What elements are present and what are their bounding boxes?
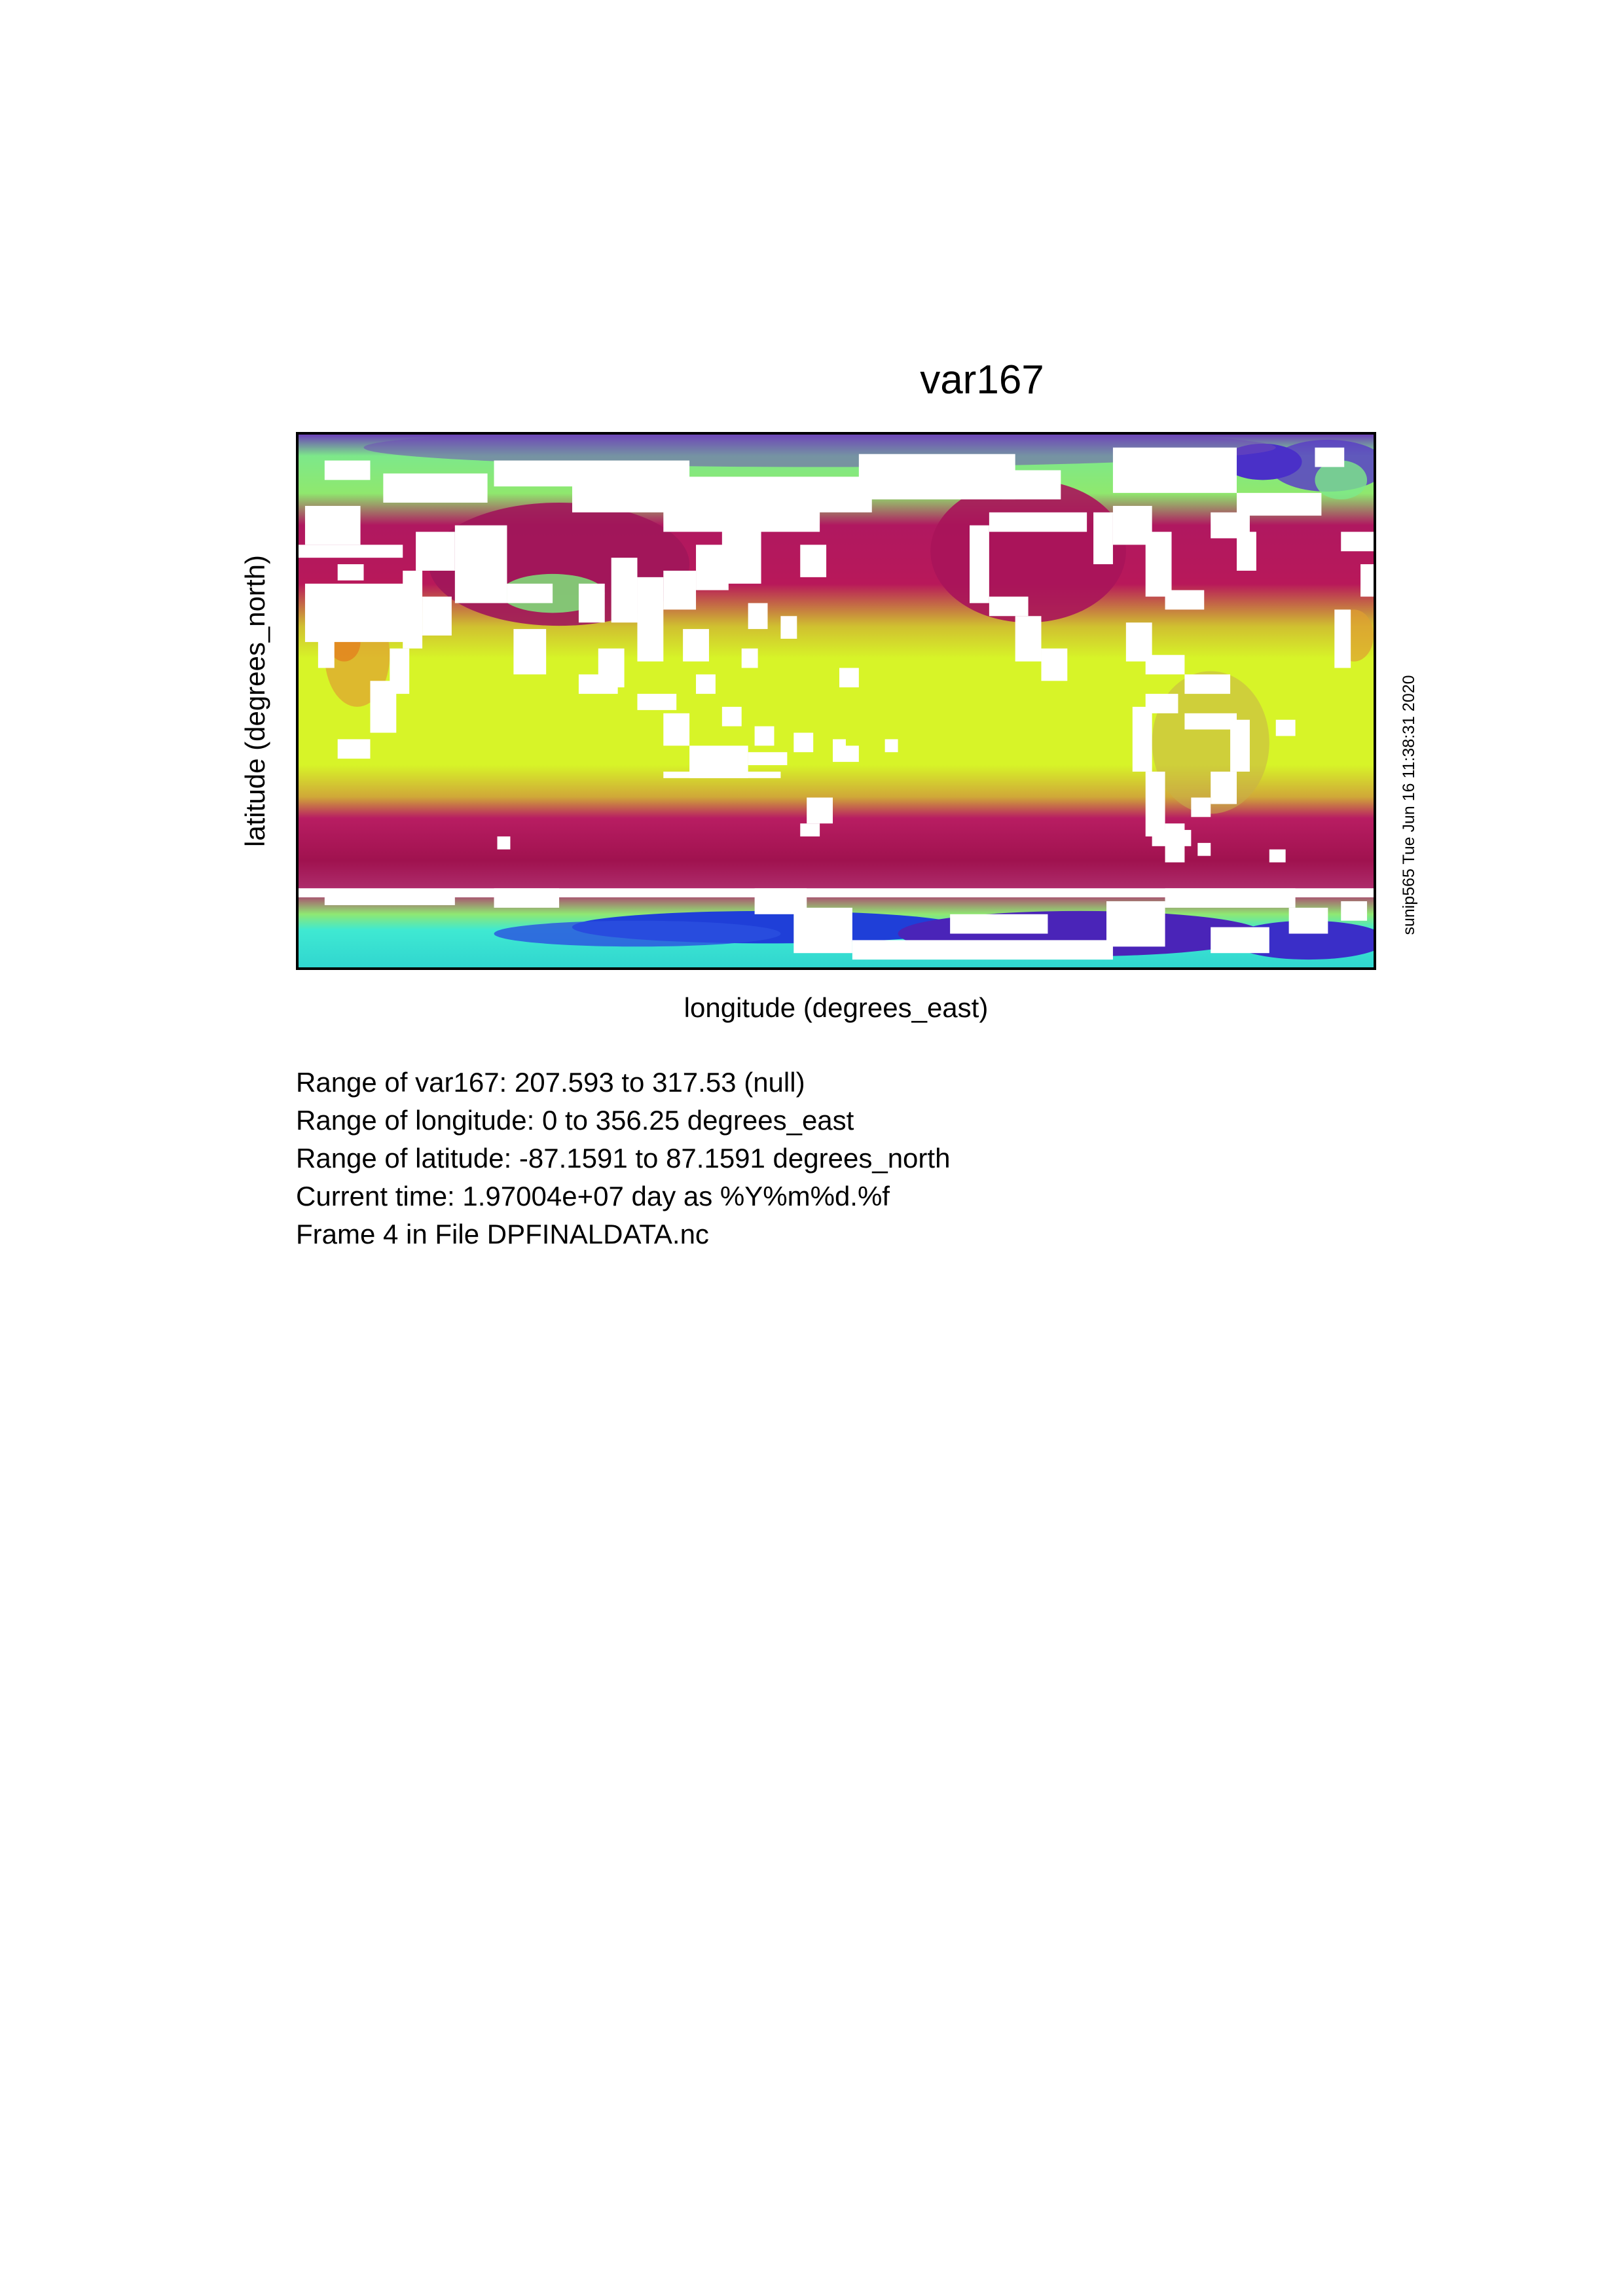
info-line-range-latitude: Range of latitude: -87.1591 to 87.1591 d… xyxy=(296,1143,951,1174)
land-mask xyxy=(299,447,1374,960)
x-axis-label: longitude (degrees_east) xyxy=(684,992,989,1023)
info-line-range-longitude: Range of longitude: 0 to 356.25 degrees_… xyxy=(296,1105,854,1136)
map-title: var167 xyxy=(920,357,1044,403)
info-line-current-time: Current time: 1.97004e+07 day as %Y%m%d.… xyxy=(296,1181,890,1211)
y-axis-label: latitude (degrees_north) xyxy=(240,555,270,847)
info-block: Range of var167: 207.593 to 317.53 (null… xyxy=(296,1064,950,1253)
map-plot-area xyxy=(296,432,1376,970)
temperature-map xyxy=(299,435,1374,967)
info-line-frame: Frame 4 in File DPFINALDATA.nc xyxy=(296,1219,709,1249)
info-line-range-var: Range of var167: 207.593 to 317.53 (null… xyxy=(296,1067,805,1098)
timestamp-stamp: sunip565 Tue Jun 16 11:38:31 2020 xyxy=(1400,675,1418,935)
